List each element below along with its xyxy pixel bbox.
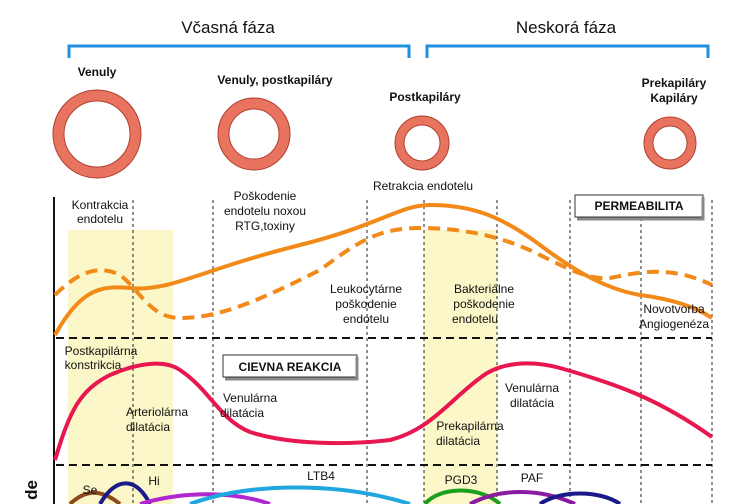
vessel-label: Kapiláry xyxy=(650,91,698,105)
bracket xyxy=(67,44,411,58)
annotation: dilatácia xyxy=(126,420,170,434)
annotation: Poškodenie xyxy=(234,189,297,203)
mediator-curve xyxy=(68,490,122,504)
mediator-curve xyxy=(469,490,576,504)
annotation: RTG,toxiny xyxy=(235,219,295,233)
vessel-lumen xyxy=(403,124,441,162)
annotation: Postkapilárna xyxy=(65,344,138,358)
side-label: de xyxy=(22,480,41,500)
mediator-label: PAF xyxy=(521,471,543,485)
vessel-lumen xyxy=(652,125,688,161)
annotation: Angiogenéza xyxy=(639,317,709,331)
vessel-icons xyxy=(52,89,697,179)
box-shadow xyxy=(225,357,359,381)
vessel-label: Venuly, postkapiláry xyxy=(217,73,332,87)
annotation: Venulárna xyxy=(505,381,559,395)
annotation: Prekapilárna xyxy=(436,419,504,433)
annotations: Kontrakcia endotelu Poškodenie endotelu … xyxy=(65,179,710,497)
mediator-curve xyxy=(139,492,271,504)
annotation: Novotvorba xyxy=(643,302,705,316)
section-title: CIEVNA REAKCIA xyxy=(239,360,342,374)
vascular-curve xyxy=(53,361,714,461)
annotation: endotelu xyxy=(343,312,389,326)
mediator-curve xyxy=(423,488,502,504)
mediator-label: LTB4 xyxy=(307,469,335,483)
annotation: endotelu xyxy=(77,212,123,226)
mediator-curve xyxy=(98,481,152,504)
vessel-label: Postkapiláry xyxy=(389,90,461,104)
bracket xyxy=(425,44,710,58)
mediator-label: Hi xyxy=(148,474,159,488)
annotation: dilatácia xyxy=(436,434,480,448)
annotation: Venulárna xyxy=(223,391,277,405)
mediator-label: Se xyxy=(83,483,98,497)
vessel-label: Prekapiláry xyxy=(642,76,707,90)
box-shadow xyxy=(577,197,705,221)
annotation: Leukocytárne xyxy=(330,282,402,296)
annotation: dilatácia xyxy=(510,396,554,410)
section-title: PERMEABILITA xyxy=(594,199,683,213)
highlight xyxy=(424,230,497,504)
annotation: poškodenie xyxy=(335,297,397,311)
mediator-curve xyxy=(189,485,411,504)
highlight xyxy=(68,230,173,504)
annotation: Bakteriálne xyxy=(454,282,514,296)
permeability-curve xyxy=(53,202,714,336)
annotation: konstrikcia xyxy=(65,358,122,372)
vessel-label: Venuly xyxy=(78,65,117,79)
vessel-lumen xyxy=(228,108,280,160)
mediator-curves xyxy=(68,481,622,504)
vascular-box: CIEVNA REAKCIA xyxy=(222,354,359,381)
annotation: endotelu noxou xyxy=(224,204,306,218)
vessel-lumen xyxy=(63,100,131,168)
annotation: Kontrakcia xyxy=(72,198,129,212)
phase-label: Neskorá fáza xyxy=(516,18,617,37)
annotation: poškodenie xyxy=(453,297,515,311)
annotation: Arteriolárna xyxy=(126,405,188,419)
mediator-curve xyxy=(538,491,622,504)
phase-label: Včasná fáza xyxy=(181,18,275,37)
mediator-label: PGD3 xyxy=(445,473,478,487)
annotation: dilatácia xyxy=(220,406,264,420)
annotation: endotelu xyxy=(452,312,498,326)
grid xyxy=(53,197,713,504)
permeability-box: PERMEABILITA xyxy=(574,194,705,221)
annotation: Retrakcia endotelu xyxy=(373,179,473,193)
